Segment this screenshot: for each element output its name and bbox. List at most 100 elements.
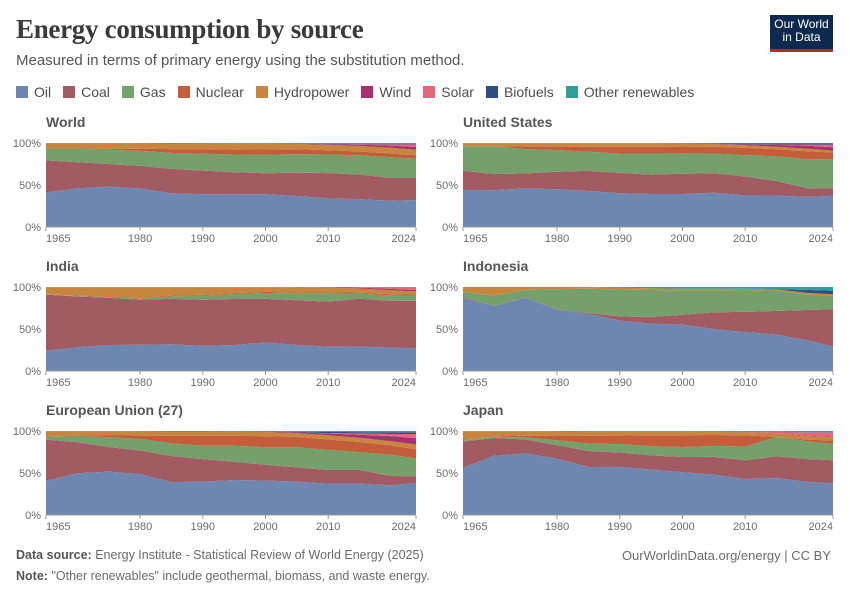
- area-wind[interactable]: [463, 143, 833, 151]
- y-tick-label: 0%: [442, 366, 458, 378]
- y-tick-label: 100%: [430, 426, 458, 438]
- legend-item-hydropower[interactable]: Hydropower: [255, 84, 349, 100]
- panel-title: India: [46, 258, 79, 274]
- x-tick-label: 2010: [733, 521, 757, 533]
- area-coal[interactable]: [46, 294, 416, 351]
- x-tick-label: 2010: [316, 377, 340, 389]
- legend-label: Other renewables: [583, 84, 695, 100]
- legend-swatch: [485, 86, 498, 98]
- legend-swatch: [423, 86, 436, 98]
- chart-subtitle: Measured in terms of primary energy usin…: [16, 52, 465, 69]
- area-hydropower[interactable]: [463, 431, 833, 441]
- legend-label: Oil: [34, 84, 52, 100]
- area-biofuels[interactable]: [46, 431, 416, 434]
- y-tick-label: 100%: [13, 426, 41, 438]
- data-source: Data source: Energy Institute - Statisti…: [16, 548, 424, 562]
- panel-title: European Union (27): [46, 402, 183, 418]
- area-oil[interactable]: [463, 297, 833, 371]
- legend-swatch: [63, 86, 76, 98]
- panel-united-states: United States 0% 50% 100% 1965 1980 1990 2000 20…: [430, 114, 834, 245]
- area-nuclear[interactable]: [46, 435, 416, 459]
- x-tick-label: 2000: [670, 521, 694, 533]
- legend-item-wind[interactable]: Wind: [361, 84, 411, 100]
- area-other-renewables[interactable]: [463, 287, 833, 291]
- legend-item-nuclear[interactable]: Nuclear: [177, 84, 244, 100]
- legend-swatch: [177, 86, 190, 98]
- area-other-renewables[interactable]: [46, 431, 416, 433]
- x-tick-label: 1980: [545, 521, 569, 533]
- y-tick-label: 100%: [13, 282, 41, 294]
- area-nuclear[interactable]: [46, 148, 416, 159]
- x-tick-label: 1980: [128, 521, 152, 533]
- area-other-renewables[interactable]: [463, 431, 833, 433]
- legend-item-other-renewables[interactable]: Other renewables: [565, 84, 695, 100]
- x-tick-label: 2024: [392, 521, 416, 533]
- y-tick-label: 50%: [436, 324, 458, 336]
- area-coal[interactable]: [46, 160, 416, 201]
- y-tick-label: 50%: [19, 324, 41, 336]
- area-hydropower[interactable]: [46, 143, 416, 156]
- data-source-text[interactable]: Energy Institute - Statistical Review of…: [95, 548, 424, 562]
- area-hydropower[interactable]: [46, 431, 416, 450]
- x-tick-label: 2024: [392, 377, 416, 389]
- area-oil[interactable]: [463, 188, 833, 228]
- x-tick-label: 1980: [545, 377, 569, 389]
- legend-item-solar[interactable]: Solar: [423, 84, 474, 100]
- area-oil[interactable]: [46, 471, 416, 515]
- area-solar[interactable]: [46, 287, 416, 291]
- area-gas[interactable]: [46, 436, 416, 477]
- owid-logo[interactable]: Our World in Data: [770, 15, 833, 52]
- area-other-renewables[interactable]: [46, 143, 416, 144]
- area-coal[interactable]: [463, 297, 833, 347]
- area-gas[interactable]: [46, 148, 416, 178]
- legend-item-oil[interactable]: Oil: [16, 84, 51, 100]
- area-oil[interactable]: [46, 186, 416, 227]
- area-gas[interactable]: [463, 146, 833, 189]
- area-coal[interactable]: [463, 438, 833, 484]
- legend-item-coal[interactable]: Coal: [63, 84, 110, 100]
- area-coal[interactable]: [463, 170, 833, 197]
- area-wind[interactable]: [46, 431, 416, 445]
- area-biofuels[interactable]: [463, 143, 833, 145]
- x-tick-label: 2024: [809, 521, 833, 533]
- y-tick-label: 0%: [25, 366, 41, 378]
- legend-label: Solar: [441, 84, 474, 100]
- legend-swatch: [121, 86, 134, 98]
- x-tick-label: 2000: [670, 233, 694, 245]
- legend-item-gas[interactable]: Gas: [121, 84, 166, 100]
- area-hydropower[interactable]: [46, 287, 416, 299]
- area-oil[interactable]: [463, 453, 833, 515]
- source-url-link[interactable]: OurWorldinData.org/energy | CC BY: [621, 548, 831, 563]
- area-gas[interactable]: [463, 288, 833, 317]
- note: Note: "Other renewables" include geother…: [16, 569, 430, 583]
- area-nuclear[interactable]: [463, 435, 833, 447]
- area-nuclear[interactable]: [46, 291, 416, 299]
- area-biofuels[interactable]: [46, 143, 416, 145]
- panel-european-union-27: European Union (27) 0% 50% 100% 1965 1980 1990…: [13, 402, 417, 533]
- area-hydropower[interactable]: [463, 287, 833, 296]
- x-tick-label: 1990: [608, 521, 632, 533]
- x-tick-label: 1965: [46, 521, 70, 533]
- y-tick-label: 100%: [430, 282, 458, 294]
- x-tick-label: 2024: [809, 377, 833, 389]
- area-coal[interactable]: [46, 439, 416, 486]
- area-hydropower[interactable]: [463, 143, 833, 153]
- y-tick-label: 100%: [430, 138, 458, 150]
- x-tick-label: 2010: [316, 521, 340, 533]
- panel-title: Indonesia: [463, 258, 529, 274]
- panel-japan: Japan 0% 50% 100% 1965 1980 1990 2000 2010 2024: [430, 402, 834, 533]
- area-gas[interactable]: [46, 293, 416, 302]
- area-gas[interactable]: [463, 436, 833, 461]
- legend-label: Wind: [379, 84, 412, 100]
- x-tick-label: 2000: [253, 521, 277, 533]
- x-tick-label: 2000: [253, 377, 277, 389]
- x-tick-label: 1990: [191, 377, 215, 389]
- y-tick-label: 50%: [19, 468, 41, 480]
- y-tick-label: 0%: [25, 222, 41, 234]
- area-solar[interactable]: [46, 431, 416, 439]
- area-nuclear[interactable]: [463, 146, 833, 160]
- panel-title: United States: [463, 114, 553, 130]
- y-tick-label: 50%: [19, 180, 41, 192]
- area-oil[interactable]: [46, 342, 416, 372]
- legend-item-biofuels[interactable]: Biofuels: [485, 84, 554, 100]
